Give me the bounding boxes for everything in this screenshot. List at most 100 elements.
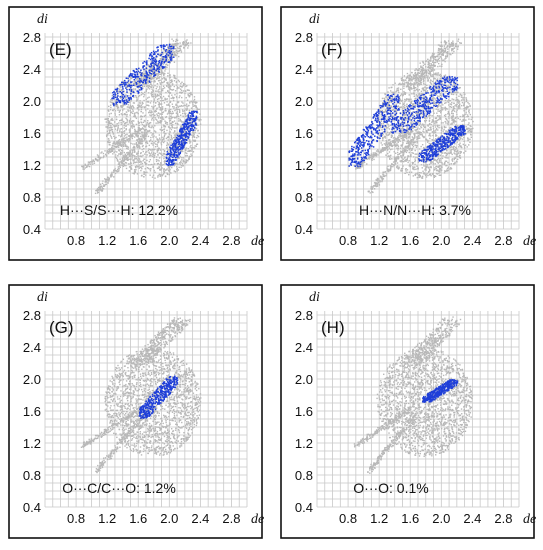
background-point xyxy=(141,80,144,82)
background-point xyxy=(431,114,433,117)
background-point xyxy=(136,130,138,133)
highlight-point xyxy=(187,129,189,131)
highlight-point xyxy=(188,130,190,133)
background-point xyxy=(148,151,150,154)
background-point xyxy=(157,103,160,106)
background-point xyxy=(153,130,156,132)
background-point xyxy=(147,149,150,152)
highlight-point xyxy=(121,86,124,88)
background-point xyxy=(147,104,149,106)
highlight-point xyxy=(180,147,182,150)
background-point xyxy=(143,161,146,163)
background-point xyxy=(420,164,423,166)
highlight-point xyxy=(169,56,171,59)
highlight-point xyxy=(156,68,158,71)
background-point xyxy=(149,174,151,176)
highlight-point xyxy=(188,136,190,138)
background-point xyxy=(127,138,130,140)
highlight-point xyxy=(172,143,174,146)
background-point xyxy=(112,131,114,134)
background-point xyxy=(440,134,443,137)
background-point xyxy=(172,44,174,47)
background-point xyxy=(163,125,165,127)
background-point xyxy=(385,175,387,177)
background-point xyxy=(166,82,168,84)
background-point xyxy=(446,108,448,110)
background-point xyxy=(409,83,411,85)
background-point xyxy=(119,86,122,88)
background-point xyxy=(162,138,164,141)
background-point xyxy=(417,85,419,88)
background-point xyxy=(457,46,459,48)
highlight-point xyxy=(123,103,126,105)
background-point xyxy=(149,114,151,116)
highlight-point xyxy=(151,62,153,65)
background-point xyxy=(151,117,153,120)
background-point xyxy=(146,133,148,135)
background-point xyxy=(106,178,108,180)
highlight-point xyxy=(157,53,159,56)
background-point xyxy=(378,152,380,154)
background-point xyxy=(142,71,144,74)
background-point xyxy=(190,91,192,94)
background-point xyxy=(434,98,436,100)
highlight-point xyxy=(159,54,162,57)
panel-e-highlight-points xyxy=(111,43,198,167)
highlight-point xyxy=(170,57,173,59)
background-point xyxy=(169,92,171,94)
background-point xyxy=(174,50,176,53)
background-point xyxy=(141,141,143,143)
background-point xyxy=(147,84,149,87)
background-point xyxy=(179,48,181,50)
background-point xyxy=(423,161,425,164)
background-point xyxy=(155,131,157,133)
background-point xyxy=(140,161,143,163)
background-point xyxy=(153,64,155,66)
background-point xyxy=(399,82,401,85)
highlight-point xyxy=(140,69,142,72)
background-point xyxy=(144,131,146,134)
highlight-point xyxy=(157,46,159,48)
background-point xyxy=(451,117,454,119)
background-point xyxy=(119,166,121,169)
background-point xyxy=(423,126,426,129)
background-point xyxy=(126,157,128,160)
background-point xyxy=(173,107,175,110)
background-point xyxy=(149,153,152,155)
background-point xyxy=(467,115,470,118)
highlight-point xyxy=(161,66,163,68)
highlight-point xyxy=(128,99,130,101)
background-point xyxy=(189,142,191,144)
background-point xyxy=(139,128,141,130)
background-point xyxy=(116,144,119,146)
highlight-point xyxy=(167,51,169,53)
background-point xyxy=(184,83,186,86)
background-point xyxy=(142,87,144,90)
background-point xyxy=(158,141,160,143)
background-point xyxy=(149,68,152,70)
highlight-point xyxy=(184,134,187,137)
background-point xyxy=(130,133,132,135)
background-point xyxy=(104,183,107,186)
background-point xyxy=(456,141,458,143)
background-point xyxy=(184,115,187,118)
highlight-point xyxy=(164,45,166,47)
background-point xyxy=(113,176,115,178)
background-point xyxy=(435,59,437,62)
background-point xyxy=(97,191,100,193)
background-point xyxy=(467,130,470,132)
background-point xyxy=(415,87,417,89)
background-point xyxy=(180,120,182,122)
background-point xyxy=(375,185,378,188)
background-point xyxy=(390,98,393,100)
background-point xyxy=(437,110,439,112)
highlight-point xyxy=(173,47,175,49)
background-point xyxy=(117,141,120,143)
background-point xyxy=(158,137,161,139)
background-point xyxy=(397,87,400,89)
background-point xyxy=(169,168,171,171)
background-point xyxy=(110,173,112,176)
background-point xyxy=(435,160,438,162)
background-point xyxy=(131,112,134,114)
background-point xyxy=(123,130,125,133)
